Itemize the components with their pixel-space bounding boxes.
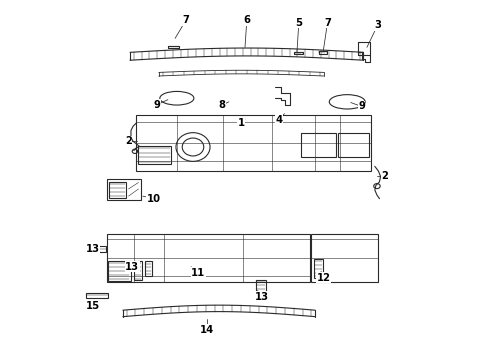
Text: 7: 7 — [182, 15, 189, 26]
Bar — [314, 259, 323, 278]
Text: 12: 12 — [317, 273, 331, 283]
Bar — [145, 261, 152, 276]
Text: 6: 6 — [244, 15, 250, 26]
Text: 8: 8 — [218, 100, 225, 111]
Text: 7: 7 — [324, 18, 331, 28]
Bar — [338, 134, 368, 157]
Text: 1: 1 — [238, 118, 245, 128]
Bar — [139, 146, 171, 164]
Text: 13: 13 — [125, 262, 139, 272]
Text: 5: 5 — [295, 18, 302, 28]
Bar — [311, 234, 378, 282]
Text: 9: 9 — [154, 100, 161, 110]
Text: 11: 11 — [191, 267, 205, 278]
Text: 10: 10 — [147, 194, 161, 204]
Bar — [107, 179, 141, 200]
Bar — [134, 261, 142, 280]
Bar — [256, 280, 266, 295]
Bar — [136, 116, 370, 171]
Bar — [300, 134, 337, 157]
Text: 14: 14 — [200, 325, 215, 335]
Text: 3: 3 — [374, 20, 381, 30]
Text: 13: 13 — [86, 244, 99, 254]
Bar — [109, 182, 126, 198]
Text: 4: 4 — [275, 115, 283, 125]
Bar — [107, 234, 310, 282]
Text: 15: 15 — [86, 301, 99, 311]
Bar — [87, 293, 108, 298]
Text: 2: 2 — [125, 136, 132, 146]
Text: 13: 13 — [255, 292, 269, 302]
Bar — [108, 261, 131, 281]
Text: 9: 9 — [358, 102, 365, 112]
Bar — [88, 246, 106, 252]
Text: 2: 2 — [381, 171, 388, 181]
